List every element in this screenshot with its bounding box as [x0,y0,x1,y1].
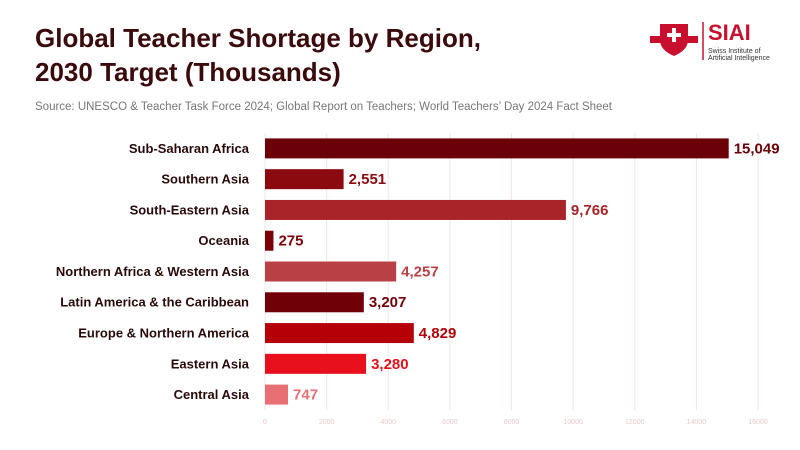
bar [265,261,397,282]
value-label: 747 [293,387,318,404]
value-label: 4,829 [419,325,457,342]
x-tick-label: 10000 [563,419,583,426]
value-label: 15,049 [734,140,780,157]
x-tick-label: 6000 [442,419,458,426]
y-tick-label: Eastern Asia [171,356,250,371]
y-tick-label: Northern Africa & Western Asia [56,264,250,279]
x-tick-label: 16000 [748,419,768,426]
logo-cross [667,28,681,42]
x-tick-label: 14000 [687,419,707,426]
value-label: 3,280 [371,356,409,373]
bar [265,323,414,344]
bar [265,138,729,159]
y-tick-label: Sub-Saharan Africa [129,141,250,156]
value-label: 275 [278,233,303,250]
chart-title: Global Teacher Shortage by Region, [35,23,481,53]
value-label: 4,257 [401,263,439,280]
y-tick-label: Oceania [198,233,249,248]
logo: SIAI Swiss Institute of Artificial Intel… [650,20,770,62]
chart-subtitle: Source: UNESCO & Teacher Task Force 2024… [35,101,613,113]
bar [265,199,566,220]
x-tick-label: 8000 [504,419,520,426]
bar [265,384,289,405]
x-tick-label: 0 [263,419,267,426]
logo-text: Swiss Institute of [708,48,761,55]
y-tick-label: Southern Asia [161,172,249,187]
y-tick-label: Europe & Northern America [78,325,249,340]
y-tick-label: Latin America & the Caribbean [60,295,249,310]
value-label: 3,207 [369,294,407,311]
bar [265,292,364,313]
bar [265,230,274,251]
x-tick-label: 12000 [625,419,645,426]
logo-text: Artificial Intelligence [708,55,770,62]
value-label: 9,766 [571,202,609,219]
logo-name: SIAI [708,20,751,45]
bar [265,169,344,190]
bar [265,353,367,374]
y-tick-label: South-Eastern Asia [130,202,250,217]
y-tick-label: Central Asia [174,387,250,402]
chart-title: 2030 Target (Thousands) [35,57,341,87]
value-label: 2,551 [349,171,387,188]
x-tick-label: 4000 [380,419,396,426]
x-tick-label: 2000 [319,419,335,426]
